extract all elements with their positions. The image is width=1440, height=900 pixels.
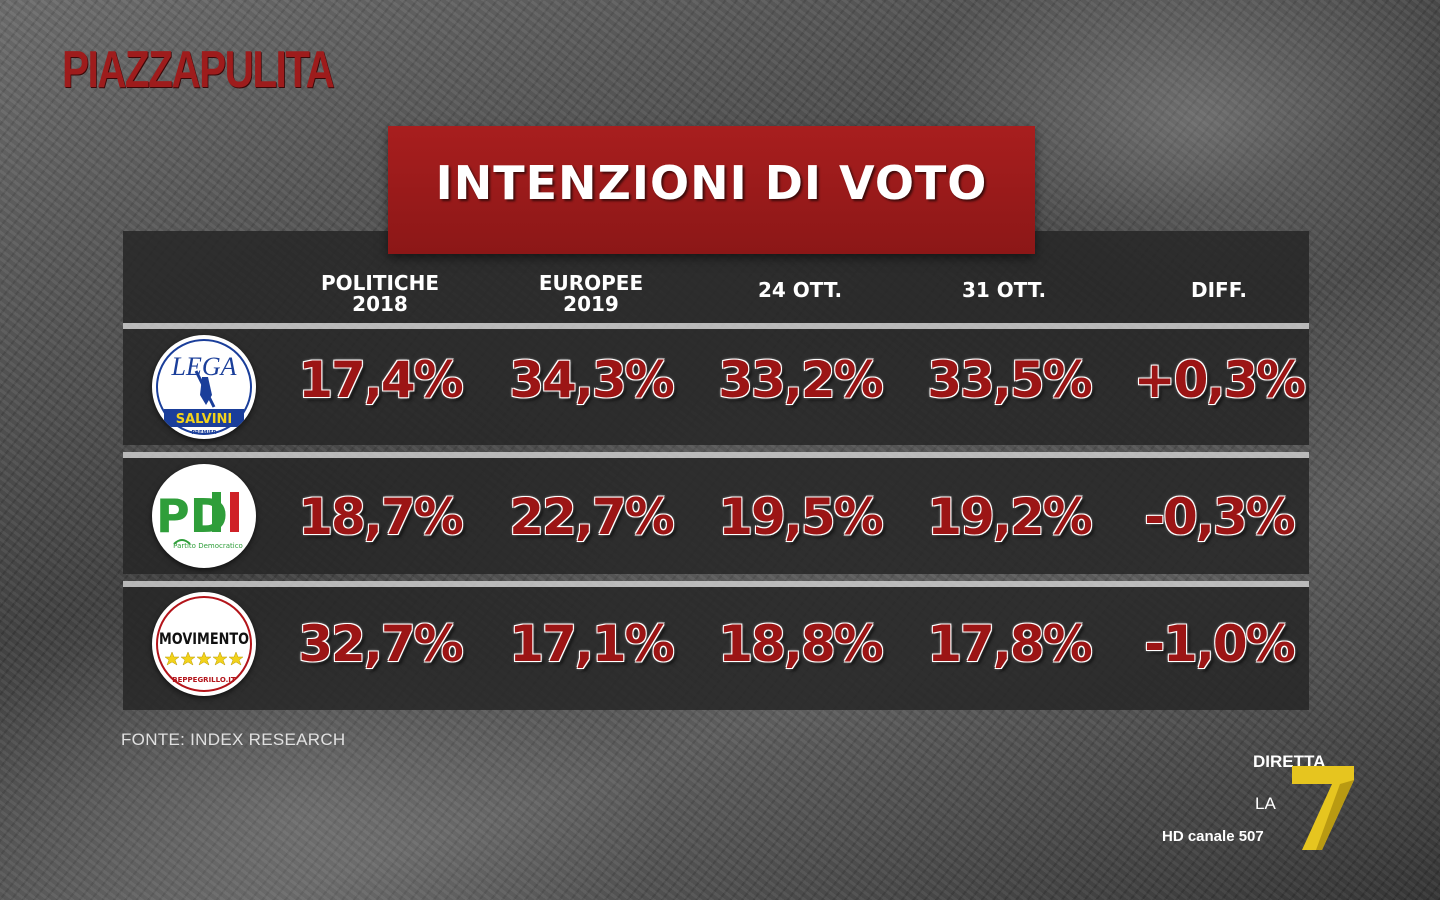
value-cell-diff: +0,3% [1133, 351, 1307, 409]
pd-logo-band-text: Partito Democratico [173, 542, 243, 550]
movimento-5-stelle-logo: MOVIMENTO BEPPEGRILLO.IT [152, 592, 256, 696]
pd-logo-top-text: PD [156, 489, 228, 543]
table-row-lega: LEGA SALVINI PREMIER 17,4% 34,3% 33,2% 3… [123, 329, 1309, 445]
m5s-logo-graphic: MOVIMENTO BEPPEGRILLO.IT [154, 594, 254, 694]
value-cell: 19,2% [927, 488, 1092, 546]
m5s-logo-band-text: BEPPEGRILLO.IT [172, 676, 236, 684]
source-note: FONTE: INDEX RESEARCH [121, 730, 346, 749]
five-stars-icon [164, 651, 244, 666]
pd-logo-graphic: PD Partito Democratico [154, 466, 254, 566]
column-header-politiche-2018: POLITICHE 2018 [280, 273, 480, 315]
value-cell: 19,5% [718, 488, 883, 546]
column-header-24-ott: 24 OTT. [757, 278, 843, 302]
lega-logo-graphic: LEGA SALVINI PREMIER [154, 337, 254, 437]
column-header-line: 2018 [352, 292, 408, 316]
column-header-line: POLITICHE [320, 271, 439, 295]
value-cell: 32,7% [298, 615, 463, 673]
partito-democratico-logo: PD Partito Democratico [152, 464, 256, 568]
lega-logo-sub-text: PREMIER [191, 430, 216, 436]
column-header-line: 2019 [563, 292, 619, 316]
chart-title: INTENZIONI DI VOTO [435, 156, 988, 210]
column-header-diff: DIFF. [1190, 278, 1248, 302]
value-cell: 18,8% [718, 615, 883, 673]
lega-logo-band-text: SALVINI [176, 412, 233, 427]
value-cell-diff: -1,0% [1144, 615, 1295, 673]
olive-branch-icon [173, 539, 191, 545]
channel-watermark: DIRETTA LA 7 HD canale 507 [1160, 752, 1360, 852]
column-header-europee-2019: EUROPEE 2019 [491, 273, 691, 315]
poll-table: POLITICHE 2018 EUROPEE 2019 24 OTT. 31 O… [123, 231, 1309, 710]
show-logo: PIAZZAPULITA [62, 41, 335, 99]
table-row-m5s: MOVIMENTO BEPPEGRILLO.IT 32,7% 17,1% 18,… [123, 587, 1309, 710]
lega-logo-top-text: LEGA [171, 352, 237, 381]
value-cell: 17,4% [298, 351, 463, 409]
value-cell: 33,2% [718, 351, 883, 409]
value-cell: 17,1% [509, 615, 674, 673]
value-cell: 33,5% [927, 351, 1092, 409]
m5s-logo-top-text: MOVIMENTO [159, 629, 249, 648]
column-header-line: EUROPEE [538, 271, 644, 295]
row-separator [123, 452, 1309, 458]
value-cell: 17,8% [927, 615, 1092, 673]
lega-salvini-premier-logo: LEGA SALVINI PREMIER [152, 335, 256, 439]
channel-name-label: LA [1255, 794, 1276, 813]
column-header-31-ott: 31 OTT. [961, 278, 1047, 302]
title-banner: INTENZIONI DI VOTO [388, 126, 1035, 254]
row-separator [123, 581, 1309, 587]
value-cell: 34,3% [509, 351, 674, 409]
value-cell: 22,7% [509, 488, 674, 546]
value-cell: 18,7% [298, 488, 463, 546]
table-row-pd: PD Partito Democratico 18,7% 22,7% 19,5%… [123, 458, 1309, 574]
hd-channel-label: HD canale 507 [1162, 828, 1264, 845]
value-cell-diff: -0,3% [1144, 488, 1295, 546]
la7-seven-icon: 7 [1292, 766, 1354, 850]
row-separator [123, 323, 1309, 329]
la7-number: 7 [1321, 825, 1322, 827]
